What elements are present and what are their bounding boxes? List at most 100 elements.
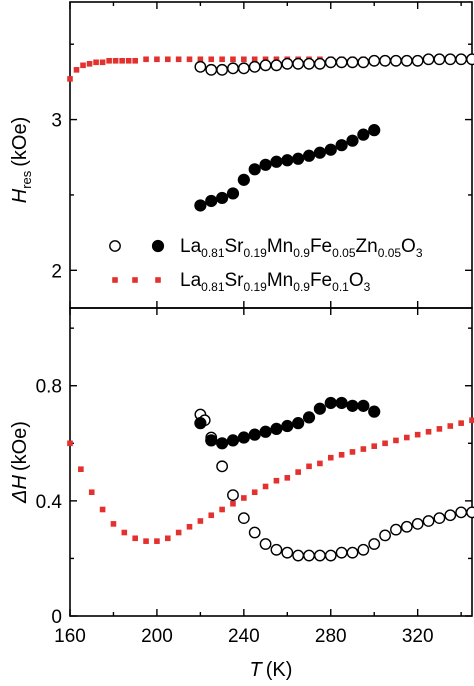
top-y-tick-label: 3 xyxy=(51,111,62,132)
bottom-fe_red-point xyxy=(404,434,410,441)
bottom-zn_filled-point xyxy=(302,411,316,424)
top-zn_open-point xyxy=(259,59,272,72)
top-fe_red-point xyxy=(112,57,119,64)
top-fe_red-point xyxy=(67,76,73,82)
top-zn_open-point xyxy=(194,60,207,73)
bottom-fe_red-point xyxy=(393,437,399,444)
top-zn_filled-point xyxy=(226,187,240,200)
top-zn_open-point xyxy=(237,62,250,75)
x-tick-label: 320 xyxy=(402,626,434,647)
bottom-zn_open-point xyxy=(400,520,413,533)
top-panel-ticks: 23 xyxy=(51,43,472,282)
top-zn_filled-point xyxy=(346,134,359,147)
legend-square-marker xyxy=(155,277,161,283)
top-zn_filled-point xyxy=(281,154,294,167)
top-fe_red-point xyxy=(132,57,138,64)
top-zn_open-point xyxy=(444,53,457,66)
top-fe_red-point xyxy=(175,56,182,63)
legend: La0.81Sr0.19Mn0.9Fe0.05Zn0.05O3 La0.81Sr0… xyxy=(109,236,423,294)
bottom-fe_red-point xyxy=(110,521,117,527)
top-zn_filled-point xyxy=(335,139,348,152)
top-zn_open-point xyxy=(313,57,326,70)
top-zn_open-point xyxy=(270,59,283,72)
top-fe_red-point xyxy=(143,56,149,63)
top-fe_red-point xyxy=(125,57,132,64)
top-zn_filled-point xyxy=(270,155,283,168)
top-zn_open-point xyxy=(346,56,359,69)
bottom-fe_red-point xyxy=(186,523,193,530)
top-zn_open-point xyxy=(281,57,294,70)
top-fe_red-point xyxy=(119,57,125,64)
bottom-fe_red-point xyxy=(458,420,464,426)
bottom-zn_open-point xyxy=(390,523,402,536)
bottom-zn_open-point xyxy=(368,538,381,550)
bottom-zn_filled-point xyxy=(194,417,207,430)
bottom-zn_filled-point xyxy=(205,434,218,447)
top-zn_filled-point xyxy=(194,199,207,212)
bottom-zn_filled-point xyxy=(324,396,337,410)
bottom-zn_open-point xyxy=(335,546,348,559)
top-zn_open-point xyxy=(248,60,261,73)
bottom-fe_red-point xyxy=(251,489,258,496)
bottom-zn_open-point xyxy=(411,517,424,530)
bottom-fe_red-point xyxy=(317,460,323,467)
legend-label: La0.81Sr0.19Mn0.9Fe0.1O3 xyxy=(180,270,371,294)
bottom-fe_red-point xyxy=(175,529,182,536)
bottom-fe_red-point xyxy=(338,452,345,458)
bottom-fe_red-point xyxy=(414,431,421,438)
bottom-zn_open-point xyxy=(313,549,326,562)
bottom-fe_red-point xyxy=(154,538,160,544)
bottom-zn_open-point xyxy=(444,509,457,522)
top-zn_filled-point xyxy=(248,163,261,176)
top-fe_red-point xyxy=(164,56,171,63)
bottom-fe_red-point xyxy=(121,529,128,536)
bottom-fe_red-point xyxy=(447,423,454,429)
bottom-fe_red-point xyxy=(88,489,95,496)
bottom-zn_open-point xyxy=(455,506,468,519)
top-panel-frame xyxy=(69,1,473,309)
top-zn_filled-point xyxy=(216,191,229,205)
top-zn_filled-point xyxy=(302,149,316,162)
top-zn_filled-point xyxy=(205,194,218,208)
top-zn_filled-point xyxy=(237,173,250,186)
legend-open-circle-marker xyxy=(109,240,121,252)
bottom-fe_red-point xyxy=(143,538,149,544)
bottom-zn_filled-point xyxy=(270,422,283,435)
bottom-zn_open-point xyxy=(346,546,359,559)
bottom-zn_filled-point xyxy=(226,434,240,447)
bottom-fe_red-point xyxy=(262,483,269,490)
top-zn_filled-point xyxy=(324,143,337,156)
bottom-zn_open-point xyxy=(303,549,315,562)
bottom-fe_red-point xyxy=(469,417,474,424)
bottom-zn_filled-point xyxy=(259,425,272,438)
bottom-zn_open-point xyxy=(433,512,446,525)
bottom-fe_red-point xyxy=(208,512,215,519)
top-zn_filled-point xyxy=(357,128,370,141)
bottom-fe_red-point xyxy=(99,506,106,513)
x-axis-label: T (K) xyxy=(250,659,293,681)
top-zn_open-point xyxy=(400,54,413,67)
bottom-zn_filled-point xyxy=(313,402,326,415)
bottom-fe_red-point xyxy=(360,446,367,452)
top-y-tick-label: 2 xyxy=(51,261,62,282)
bottom-zn_open-point xyxy=(227,489,239,502)
bottom-fe_red-point xyxy=(273,477,280,484)
x-tick-label: 160 xyxy=(54,626,86,647)
bottom-zn_filled-point xyxy=(281,419,294,433)
bottom-zn_filled-point xyxy=(346,399,359,412)
top-fe_red-point xyxy=(208,56,215,63)
legend-filled-circle-marker xyxy=(151,239,165,253)
bottom-fe_red-point xyxy=(425,428,432,435)
top-zn_open-point xyxy=(411,54,424,67)
bottom-zn_filled-point xyxy=(357,399,370,412)
top-fe_red-point xyxy=(273,56,280,63)
top-zn_filled-point xyxy=(313,146,326,159)
bottom-y-tick-label: 0.8 xyxy=(36,377,62,398)
top-zn_open-point xyxy=(335,56,348,69)
top-fe_red-point xyxy=(219,56,225,63)
bottom-zn_open-point xyxy=(248,526,261,539)
bottom-fe_red-point xyxy=(382,440,388,447)
bottom-fe_red-point xyxy=(436,426,443,432)
bottom-zn_open-point xyxy=(237,512,250,525)
top-zn_filled-point xyxy=(259,158,272,171)
